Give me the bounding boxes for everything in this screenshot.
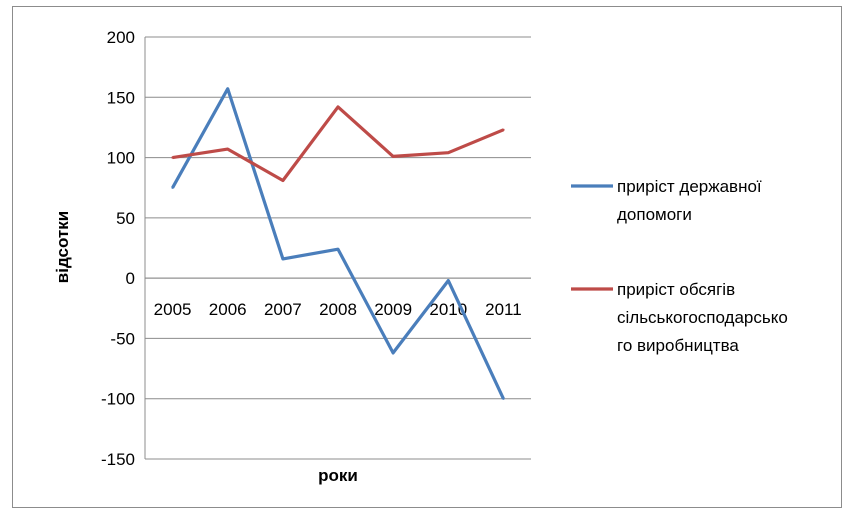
data-point xyxy=(171,156,174,159)
y-tick-labels: 200 150 100 50 0 -50 -100 -150 xyxy=(101,28,135,469)
x-tick-labels: 2005 2006 2007 2008 2009 2010 2011 xyxy=(154,300,522,319)
legend-entry: приріст державної допомоги xyxy=(571,177,762,224)
y-tick-label: 50 xyxy=(116,209,135,228)
y-tick-label: 150 xyxy=(107,88,135,107)
data-point xyxy=(171,186,174,189)
data-point xyxy=(226,147,229,151)
data-point xyxy=(502,397,505,400)
legend-label: сільськогосподарсько xyxy=(617,308,788,327)
data-point xyxy=(281,179,285,182)
line-chart: 200 150 100 50 0 -50 -100 -150 2005 2006 2007 2008… xyxy=(53,28,788,485)
legend-entry: приріст обсягів сільськогосподарсько го ви… xyxy=(571,280,788,355)
y-tick-label: 200 xyxy=(107,28,135,47)
legend-label: допомоги xyxy=(617,205,692,224)
data-point xyxy=(336,105,340,109)
x-tick-label: 2010 xyxy=(429,300,467,319)
legend: приріст державної допомоги приріст обсягів… xyxy=(571,177,788,355)
y-tick-label: -100 xyxy=(101,390,135,409)
chart-frame: 200 150 100 50 0 -50 -100 -150 2005 2006 2007 2008… xyxy=(12,6,842,508)
series-lines xyxy=(171,87,505,400)
data-point xyxy=(281,257,285,261)
data-point xyxy=(447,151,450,154)
y-tick-label: -50 xyxy=(110,329,135,348)
x-axis-label: роки xyxy=(318,466,358,485)
series-line-1 xyxy=(171,87,505,400)
x-tick-label: 2007 xyxy=(264,300,302,319)
x-tick-label: 2005 xyxy=(154,300,192,319)
data-point xyxy=(226,87,229,91)
x-tick-label: 2011 xyxy=(485,300,522,319)
data-point xyxy=(502,128,505,132)
y-tick-label: 100 xyxy=(107,149,135,168)
y-axis-label: відсотки xyxy=(53,211,72,283)
legend-label: приріст державної xyxy=(617,177,762,196)
data-point xyxy=(336,248,340,251)
x-tick-label: 2008 xyxy=(319,300,357,319)
legend-label: го виробництва xyxy=(617,336,739,355)
legend-label: приріст обсягів xyxy=(617,280,735,299)
x-tick-label: 2009 xyxy=(374,300,412,319)
series-line-2 xyxy=(172,105,505,183)
y-tick-label: -150 xyxy=(101,450,135,469)
axes xyxy=(144,37,531,459)
data-point xyxy=(447,279,450,282)
data-point xyxy=(391,351,395,355)
y-tick-label: 0 xyxy=(126,269,135,288)
data-point xyxy=(391,155,395,158)
x-tick-label: 2006 xyxy=(209,300,247,319)
